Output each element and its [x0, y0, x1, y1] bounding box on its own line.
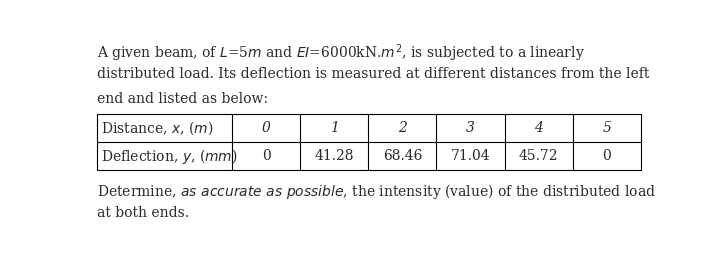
Text: 45.72: 45.72 [519, 149, 558, 163]
Text: 0: 0 [603, 149, 611, 163]
Text: 41.28: 41.28 [315, 149, 354, 163]
Text: end and listed as below:: end and listed as below: [97, 92, 269, 105]
Text: Distance, $\mathit{x}$, ($\mathit{m}$): Distance, $\mathit{x}$, ($\mathit{m}$) [101, 119, 214, 137]
Text: 71.04: 71.04 [451, 149, 490, 163]
Text: at both ends.: at both ends. [97, 206, 189, 220]
Text: 2: 2 [398, 121, 407, 135]
Text: distributed load. Its deflection is measured at different distances from the lef: distributed load. Its deflection is meas… [97, 67, 649, 81]
Text: Determine, $\it{as\ accurate\ as\ possible}$, the intensity (value) of the distr: Determine, $\it{as\ accurate\ as\ possib… [97, 182, 656, 201]
Text: 0: 0 [261, 121, 271, 135]
Text: 68.46: 68.46 [382, 149, 422, 163]
Text: 1: 1 [330, 121, 338, 135]
Text: 5: 5 [602, 121, 611, 135]
Bar [97, 114, 641, 170]
Text: A given beam, of $\mathit{L}$=5$\mathit{m}$ and $\mathit{EI}$=6000kN.$\mathit{m}: A given beam, of $\mathit{L}$=5$\mathit{… [97, 43, 585, 64]
Text: 3: 3 [466, 121, 475, 135]
Text: 4: 4 [534, 121, 543, 135]
Text: 0: 0 [262, 149, 271, 163]
Text: Deflection, $\mathit{y}$, ($\mathit{mm}$): Deflection, $\mathit{y}$, ($\mathit{mm}$… [101, 147, 238, 166]
